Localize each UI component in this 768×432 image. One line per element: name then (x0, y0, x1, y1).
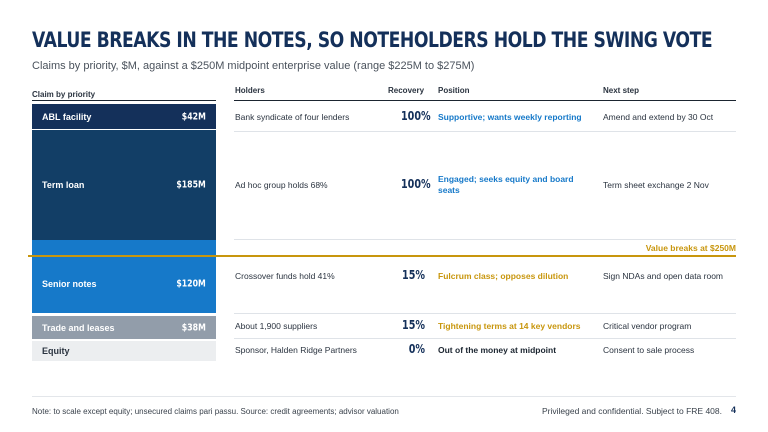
holders-cell: About 1,900 suppliers (235, 321, 318, 331)
holders-cell: Crossover funds hold 41% (235, 271, 335, 281)
confidential-notice: Privileged and confidential. Subject to … (541, 406, 722, 416)
claim-label: Senior notes (42, 278, 97, 289)
position-cell: Fulcrum class; opposes dilution (438, 271, 569, 281)
recovery-cell: 100% (401, 109, 431, 123)
recovery-cell: 15% (402, 318, 425, 332)
claim-label: Trade and leases (42, 322, 115, 333)
row-divider (234, 131, 736, 132)
claim-bar-equity: Equity (32, 341, 216, 361)
page-title: VALUE BREAKS IN THE NOTES, SO NOTEHOLDER… (32, 28, 713, 52)
claim-amount: $38M (181, 322, 206, 333)
page-subtitle: Claims by priority, $M, against a $250M … (32, 60, 475, 72)
header-next-step: Next step (603, 86, 640, 95)
position-cell: Engaged; seeks equity and board seats (438, 174, 574, 195)
claim-bar-senior-notes: Senior notes $120M (32, 240, 216, 313)
row-divider (234, 338, 736, 339)
holders-cell: Bank syndicate of four lenders (235, 112, 350, 122)
holders-cell: Sponsor, Halden Ridge Partners (235, 345, 357, 355)
value-break-label: Value breaks at $250M (645, 243, 736, 253)
claim-label: ABL facility (42, 111, 92, 122)
recovery-cell: 100% (401, 177, 431, 191)
holders-cell: Ad hoc group holds 68% (235, 180, 328, 190)
claim-amount: $185M (176, 179, 206, 191)
next-step-cell: Sign NDAs and open data room (603, 271, 724, 281)
footer-divider (32, 396, 736, 397)
claim-bar-trade: Trade and leases $38M (32, 316, 216, 339)
page-number: 4 (730, 405, 736, 415)
next-step-cell: Term sheet exchange 2 Nov (603, 180, 709, 190)
claim-amount: $42M (181, 111, 206, 122)
position-cell: Supportive; wants weekly reporting (438, 112, 582, 122)
recovery-cell: 15% (402, 268, 425, 282)
value-break-line (28, 255, 736, 257)
header-holders: Holders (235, 86, 265, 95)
claim-bar-abl: ABL facility $42M (32, 104, 216, 129)
next-step-cell: Amend and extend by 30 Oct (603, 112, 714, 122)
header-position: Position (438, 86, 470, 95)
footer-note: Note: to scale except equity; unsecured … (32, 407, 399, 416)
position-cell: Tightening terms at 14 key vendors (438, 321, 581, 331)
row-divider (234, 313, 736, 314)
next-step-cell: Consent to sale process (603, 345, 695, 355)
header-divider (32, 100, 216, 101)
claim-bar-term-loan: Term loan $185M (32, 130, 216, 240)
row-divider (234, 239, 736, 240)
claim-amount: $120M (176, 278, 206, 290)
recovery-cell: 0% (408, 342, 425, 356)
header-claim: Claim by priority (32, 90, 96, 99)
position-cell: Out of the money at midpoint (438, 345, 557, 355)
next-step-cell: Critical vendor program (603, 321, 692, 331)
claim-label: Term loan (42, 180, 85, 190)
header-divider (234, 100, 736, 101)
claim-label: Equity (42, 346, 70, 356)
header-recovery: Recovery (388, 86, 425, 95)
